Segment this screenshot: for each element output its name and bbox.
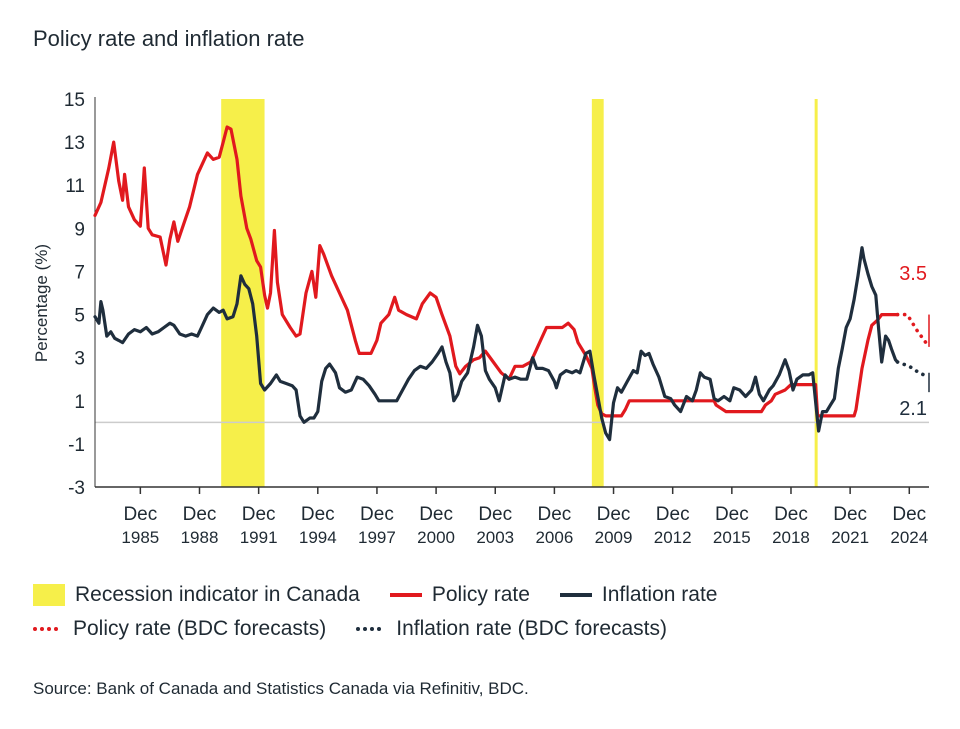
x-tick-label-dec-11: Dec	[774, 504, 808, 525]
y-tick-label-6: 3	[74, 349, 85, 370]
legend-label-policy-rate: Policy rate	[431, 583, 530, 606]
legend-item-policy-forecast: Policy rate (BDC forecasts)	[33, 617, 326, 641]
x-tick-label-year-9: 2012	[654, 528, 692, 547]
legend-item-recession: Recession indicator in Canada	[33, 583, 360, 607]
x-tick-label-dec-4: Dec	[360, 504, 394, 525]
line-chart: 15 13 11 9 7 5 3 1 -1 -3 Dec 1985 Dec 1988 Dec 1991 Dec 1…	[32, 90, 931, 547]
chart-title: Policy rate and inflation rate	[33, 26, 305, 51]
y-tick-label-3: 9	[74, 219, 85, 240]
x-tick-label-dec-7: Dec	[537, 504, 571, 525]
x-tick-label-year-4: 1997	[358, 528, 396, 547]
inflation-forecast-end-label: 2.1	[899, 398, 927, 420]
policy-rate-line	[93, 125, 900, 418]
policy-forecast-end-label: 3.5	[899, 263, 927, 285]
legend-label-inflation-forecast: Inflation rate (BDC forecasts)	[396, 617, 667, 640]
x-tick-label-dec-3: Dec	[301, 504, 335, 525]
recession-band-1	[591, 99, 604, 487]
x-tick-label-year-7: 2006	[535, 528, 573, 547]
source-note: Source: Bank of Canada and Statistics Ca…	[33, 679, 529, 698]
inflation-rate-line	[93, 246, 900, 442]
x-tick-label-dec-9: Dec	[656, 504, 690, 525]
legend-swatch-inflation-rate	[559, 593, 592, 597]
x-tick-label-dec-13: Dec	[892, 504, 926, 525]
inflation-rate-forecast-line	[895, 360, 931, 379]
x-tick-label-year-10: 2015	[713, 528, 751, 547]
x-tick-label-year-0: 1985	[121, 528, 159, 547]
legend-item-inflation-rate: Inflation rate	[559, 583, 718, 607]
x-tick-label-year-8: 2009	[595, 528, 633, 547]
x-tick-label-year-2: 1991	[240, 528, 278, 547]
x-tick-label-year-12: 2021	[831, 528, 869, 547]
x-tick-label-year-5: 2000	[417, 528, 455, 547]
x-tick-label-year-11: 2018	[772, 528, 810, 547]
x-tick-label-year-13: 2024	[890, 528, 928, 547]
x-tick-label-dec-6: Dec	[478, 504, 512, 525]
x-tick-label-year-6: 2003	[476, 528, 514, 547]
legend-label-policy-forecast: Policy rate (BDC forecasts)	[73, 617, 327, 640]
legend-label-recession: Recession indicator in Canada	[75, 583, 360, 606]
y-tick-label-9: -3	[68, 478, 85, 499]
legend-item-inflation-forecast: Inflation rate (BDC forecasts)	[356, 617, 667, 641]
x-tick-label-year-3: 1994	[299, 528, 337, 547]
y-tick-label-0: 15	[64, 90, 85, 111]
y-tick-label-7: 1	[74, 392, 85, 413]
recession-band-2	[814, 99, 818, 487]
y-tick-label-1: 13	[64, 133, 85, 154]
y-tick-label-5: 5	[74, 306, 85, 327]
legend-swatch-recession	[33, 584, 65, 606]
y-tick-label-4: 7	[74, 262, 85, 283]
legend-swatch-policy-forecast	[33, 627, 65, 631]
x-tick-label-dec-12: Dec	[833, 504, 867, 525]
x-tick-label-dec-5: Dec	[419, 504, 453, 525]
y-axis-label: Percentage (%)	[32, 244, 51, 362]
x-tick-label-dec-2: Dec	[242, 504, 276, 525]
y-tick-label-2: 11	[65, 176, 85, 197]
legend-swatch-inflation-forecast	[356, 627, 388, 631]
policy-rate-forecast-line	[895, 312, 931, 349]
legend-label-inflation-rate: Inflation rate	[601, 583, 718, 606]
chart-legend: Recession indicator in Canada Policy rat…	[33, 578, 747, 646]
legend-swatch-policy-rate	[389, 593, 422, 597]
recession-band-0	[221, 99, 265, 487]
y-tick-label-8: -1	[68, 435, 85, 456]
x-tick-label-year-1: 1988	[181, 528, 219, 547]
x-tick-label-dec-8: Dec	[597, 504, 631, 525]
legend-item-policy-rate: Policy rate	[389, 583, 530, 607]
x-tick-label-dec-1: Dec	[183, 504, 217, 525]
x-tick-label-dec-0: Dec	[123, 504, 157, 525]
x-tick-label-dec-10: Dec	[715, 504, 749, 525]
